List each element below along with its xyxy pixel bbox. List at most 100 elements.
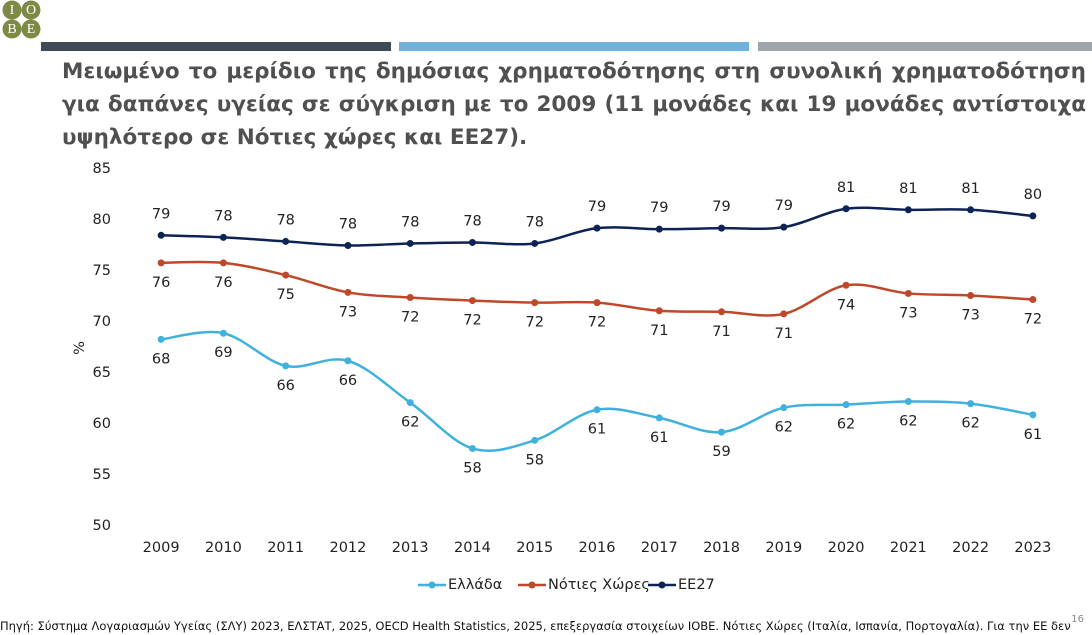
data-point [593,299,601,307]
header-bar [399,42,749,51]
y-tick-label: 60 [93,416,111,432]
data-point [842,205,850,213]
data-point [655,414,663,422]
data-point [842,401,850,409]
data-label: 78 [526,214,544,230]
data-label: 62 [899,414,917,430]
data-label: 80 [1024,187,1042,203]
data-label: 73 [339,304,357,320]
header-bar [758,42,1092,51]
data-point [1029,212,1037,220]
slide-title: Μειωμένο το μερίδιο της δημόσιας χρηματο… [62,59,1086,150]
x-tick-label: 2021 [890,540,927,556]
legend-marker [528,581,536,589]
data-point [344,288,352,296]
data-label: 72 [463,313,481,329]
y-tick-label: 65 [93,365,111,381]
data-point [219,233,227,241]
data-point [967,206,975,214]
header: I O B E [2,0,1092,51]
series-line [160,330,1034,452]
data-label: 73 [899,305,917,321]
x-tick-label: 2016 [579,540,616,556]
data-point [219,259,227,267]
x-tick-label: 2014 [454,540,491,556]
chart: % 50 55 60 65 70 75 80 85 2009 2010 2011 2012 2013 20… [72,161,1051,593]
header-bar [41,42,391,51]
data-point [219,329,227,337]
data-point [967,291,975,299]
legend-label: Νότιες Χώρες [548,577,650,593]
y-tick-label: 50 [93,518,111,534]
data-point [1029,296,1037,304]
data-label: 75 [276,287,294,303]
data-label: 81 [899,181,917,197]
data-label: 73 [961,307,979,323]
data-label: 62 [401,415,419,431]
data-label: 69 [214,345,232,361]
data-point [780,404,788,412]
source-note: Πηγή: Σύστημα Λογαριασμών Υγείας (ΣΛΥ) 2… [0,619,1071,633]
data-point [842,281,850,289]
page-number: 16 [1071,614,1084,625]
data-label: 66 [339,373,357,389]
data-label: 62 [961,416,979,432]
legend-label: Ελλάδα [448,577,502,593]
data-label: 79 [775,198,793,214]
data-point [655,225,663,233]
data-point [904,398,912,406]
x-tick-label: 2020 [828,540,865,556]
data-label: 71 [650,323,668,339]
data-point [406,294,414,302]
data-point [406,239,414,247]
x-tick-label: 2022 [952,540,989,556]
data-label: 61 [588,422,606,438]
data-point [718,428,726,436]
logo-letter: O [26,3,36,18]
data-point [593,224,601,232]
data-label: 78 [214,208,232,224]
x-tick-label: 2015 [516,540,553,556]
data-point [531,239,539,247]
data-label: 78 [401,214,419,230]
y-tick-label: 55 [93,467,111,483]
data-label: 71 [775,326,793,342]
data-label: 58 [463,460,481,476]
legend-marker [428,581,436,589]
data-point [718,224,726,232]
data-point [282,362,290,370]
data-label: 62 [837,417,855,433]
data-point [282,237,290,245]
logo-letter: B [7,22,16,37]
data-point [780,223,788,231]
data-label: 81 [837,180,855,196]
data-point [157,231,165,239]
data-point [718,308,726,316]
data-label: 68 [152,351,170,367]
logo-letter: E [27,22,36,37]
x-tick-label: 2012 [329,540,366,556]
data-point [157,335,165,343]
data-label: 72 [1024,312,1042,328]
y-tick-label: 85 [93,161,111,177]
data-point [344,357,352,365]
data-point [468,297,476,305]
data-label: 61 [650,430,668,446]
data-point [157,259,165,267]
data-point [904,289,912,297]
data-label: 76 [214,275,232,291]
data-point [531,299,539,307]
data-label: 71 [712,324,730,340]
x-tick-label: 2010 [205,540,242,556]
data-point [468,444,476,452]
x-tick-label: 2019 [765,540,802,556]
data-point [344,242,352,249]
legend-label: ΕΕ27 [678,577,715,593]
data-point [282,271,290,279]
data-label: 72 [401,310,419,326]
logo: I O B E [2,0,41,39]
data-label: 81 [961,181,979,197]
data-point [1029,411,1037,419]
y-axis-label: % [72,341,88,355]
data-point [655,307,663,315]
